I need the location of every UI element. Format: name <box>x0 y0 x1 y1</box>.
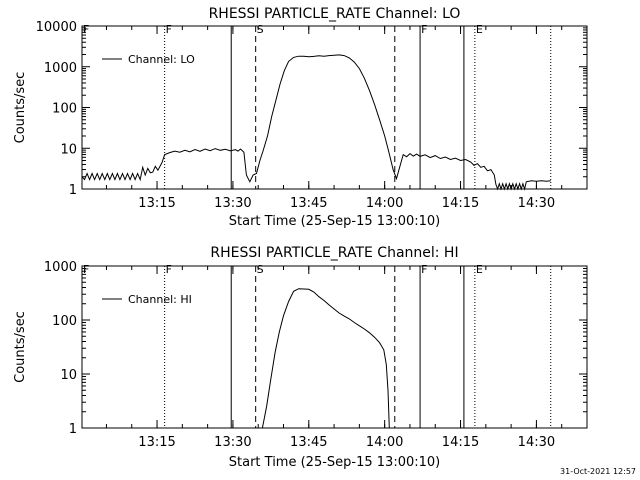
event-marker-label: F <box>421 23 427 36</box>
legend-entry: Channel: LO <box>128 53 195 66</box>
legend-entry: Channel: HI <box>128 293 192 306</box>
x-tick-label: 14:30 <box>518 196 555 211</box>
hi-channel-panel: RHESSI PARTICLE_RATE Channel: HI 13:15 13:… <box>13 245 588 470</box>
series-line <box>261 288 390 429</box>
x-tick-label: 14:30 <box>518 435 555 450</box>
event-marker-label: F <box>166 23 172 36</box>
x-tick-label: 14:00 <box>366 435 403 450</box>
x-tick-label: 13:30 <box>214 196 251 211</box>
x-tick-label: 14:15 <box>442 435 479 450</box>
chart-title: RHESSI PARTICLE_RATE Channel: HI <box>210 245 458 261</box>
event-marker-label: E <box>476 263 483 276</box>
x-tick-label: 13:45 <box>290 435 327 450</box>
event-marker-label: F <box>421 263 427 276</box>
x-tick-label: 14:00 <box>366 196 403 211</box>
y-axis-label: Counts/sec <box>13 311 28 383</box>
y-tick-label: 10 <box>60 368 77 383</box>
y-tick-label: 10000 <box>36 20 77 35</box>
x-tick-label: 13:15 <box>138 435 175 450</box>
x-axis-label: Start Time (25-Sep-15 13:00:10) <box>229 455 440 470</box>
x-tick-label: 14:15 <box>442 196 479 211</box>
y-axis-label: Counts/sec <box>13 72 28 144</box>
y-tick-label: 10 <box>60 142 77 157</box>
x-tick-label: 13:45 <box>290 196 327 211</box>
x-tick-label: 13:15 <box>138 196 175 211</box>
y-tick-label: 1000 <box>44 260 77 275</box>
event-marker-label: E <box>476 23 483 36</box>
series-line <box>81 54 551 191</box>
event-marker-label: F <box>166 263 172 276</box>
event-marker-label: F <box>83 263 89 276</box>
y-tick-label: 1 <box>69 422 77 437</box>
lo-channel-panel: RHESSI PARTICLE_RATE Channel: LO 13:15 13:… <box>13 6 588 229</box>
y-tick-label: 100 <box>52 314 77 329</box>
y-tick-label: 1 <box>69 183 77 198</box>
y-tick-label: 100 <box>52 102 77 117</box>
event-marker-label: S <box>257 23 264 36</box>
chart-title: RHESSI PARTICLE_RATE Channel: LO <box>209 6 461 22</box>
event-marker-label: S <box>257 263 264 276</box>
x-axis-label: Start Time (25-Sep-15 13:00:10) <box>229 214 440 229</box>
event-marker-label: F <box>83 23 89 36</box>
y-tick-label: 1000 <box>44 61 77 76</box>
x-tick-label: 13:30 <box>214 435 251 450</box>
plot-timestamp: 31-Oct-2021 12:57 <box>560 467 636 476</box>
